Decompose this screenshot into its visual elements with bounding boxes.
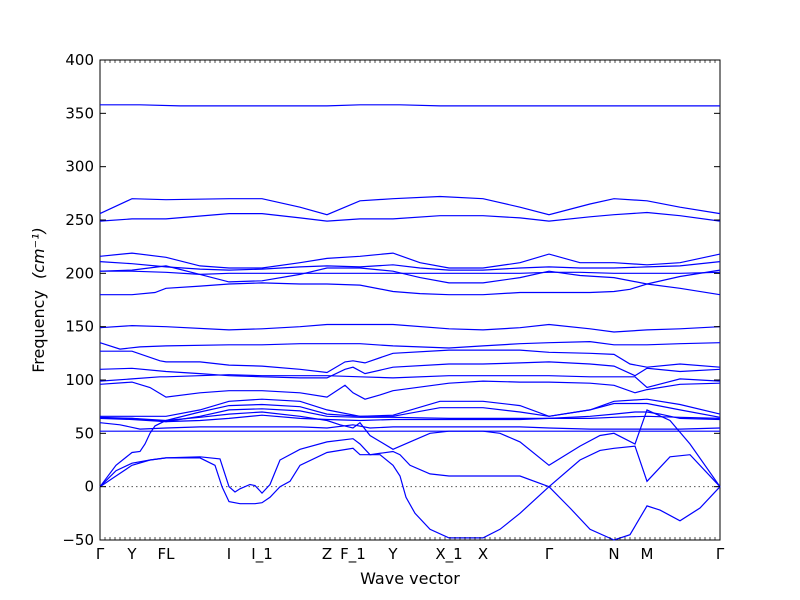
phonon-band-10 xyxy=(99,340,721,350)
x-axis-label: Wave vector xyxy=(360,569,460,588)
y-tick-label: 50 xyxy=(75,424,94,442)
y-tick-label: 0 xyxy=(84,478,94,496)
phonon-band-23 xyxy=(99,447,721,541)
plot-area xyxy=(99,59,721,541)
y-tick-label: 400 xyxy=(65,51,94,69)
phonon-band-18 xyxy=(99,411,721,423)
phonon-band-11 xyxy=(100,349,721,374)
phonon-band-17 xyxy=(100,408,721,423)
x-tick-label: X xyxy=(478,545,488,563)
x-tick-label: Γ xyxy=(716,545,725,563)
x-tick-label: FL xyxy=(158,545,176,563)
x-tick-label: Y xyxy=(126,545,137,563)
phonon-band-19 xyxy=(99,422,721,430)
x-tick-label: Z xyxy=(322,545,332,563)
y-axis-label: Frequency (cm⁻¹) xyxy=(29,227,48,372)
x-tick-label: F_1 xyxy=(340,545,366,564)
x-tick-label: Γ xyxy=(545,545,554,563)
x-tick-label: M xyxy=(641,545,654,563)
phonon-band-7 xyxy=(100,270,721,276)
phonon-band-2 xyxy=(99,195,721,216)
y-axis-label-text: Frequency xyxy=(29,290,48,373)
x-tick-label: I xyxy=(227,545,231,563)
phonon-band-22 xyxy=(99,438,721,494)
phonon-band-3 xyxy=(99,211,721,222)
y-axis: −50 0 50 100 150 200 250 300 350 400 xyxy=(62,51,720,549)
phonon-band-9 xyxy=(99,323,721,333)
y-tick-label: 100 xyxy=(65,371,94,389)
phonon-band-8 xyxy=(100,282,721,296)
series-layer xyxy=(99,104,721,541)
x-tick-label: I_1 xyxy=(251,545,272,564)
phonon-band-13 xyxy=(99,374,721,389)
phonon-band-6 xyxy=(99,265,721,285)
y-tick-label: 350 xyxy=(65,104,94,122)
phonon-band-21 xyxy=(99,409,721,488)
y-tick-label: 250 xyxy=(65,211,94,229)
x-tick-label: X_1 xyxy=(435,545,462,564)
phonon-band-5 xyxy=(99,261,721,271)
y-tick-label: 300 xyxy=(65,158,94,176)
phonon-band-14 xyxy=(99,380,721,400)
x-axis: Γ Y FL I I_1 Z F_1 Y X_1 X Γ N M Γ xyxy=(96,60,725,564)
x-tick-label: N xyxy=(608,545,619,563)
x-tick-label: Γ xyxy=(96,545,105,563)
x-tick-label: Y xyxy=(387,545,398,563)
phonon-band-4 xyxy=(99,252,721,269)
phonon-band-1 xyxy=(100,104,720,107)
phonon-band-16 xyxy=(99,402,721,422)
y-axis-label-unit: (cm⁻¹) xyxy=(29,227,48,279)
plot-frame xyxy=(99,59,721,541)
y-tick-label: 150 xyxy=(65,318,94,336)
y-tick-label: 200 xyxy=(65,264,94,282)
y-tick-label: −50 xyxy=(62,531,94,549)
